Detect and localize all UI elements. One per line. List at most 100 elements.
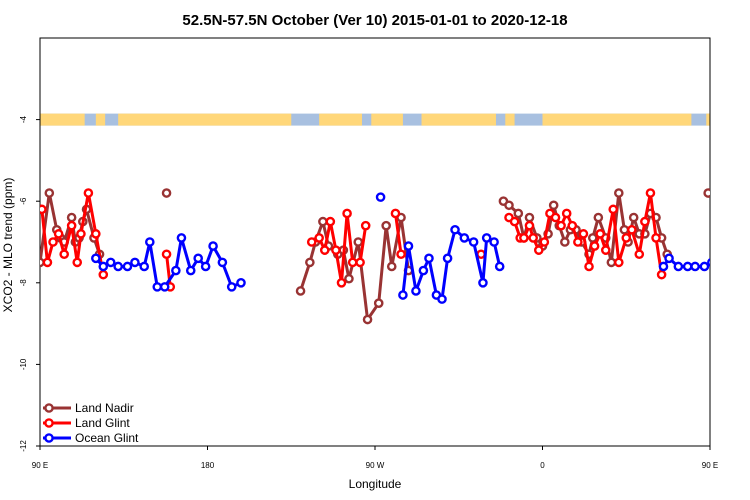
data-point	[550, 212, 561, 223]
data-point	[600, 245, 611, 255]
data-point	[295, 286, 306, 296]
data-point	[519, 233, 529, 243]
data-point	[48, 237, 58, 247]
y-tick-label: -4	[19, 115, 28, 123]
data-point	[353, 237, 364, 247]
x-tick-label: 90 E	[32, 461, 48, 470]
data-point	[208, 241, 218, 251]
data-point	[707, 257, 710, 267]
data-point	[561, 208, 572, 219]
data-point	[524, 212, 535, 223]
data-point	[703, 188, 710, 198]
data-point	[634, 249, 645, 260]
x-axis-label: Longitude	[349, 477, 402, 491]
data-point	[342, 208, 352, 219]
data-point	[712, 251, 719, 258]
data-point	[145, 237, 155, 247]
data-point	[44, 188, 55, 198]
data-point	[513, 208, 524, 219]
data-point	[325, 216, 336, 227]
x-axis: 90 E 180 90 W 0 90 E	[32, 446, 718, 470]
land-band	[505, 113, 515, 126]
data-point	[130, 257, 140, 268]
data-point	[608, 204, 619, 215]
data-point	[489, 237, 499, 247]
data-point	[161, 249, 172, 260]
data-point	[509, 216, 520, 227]
data-point	[42, 257, 53, 268]
data-point	[40, 204, 47, 215]
data-point	[424, 253, 434, 264]
data-point	[66, 220, 77, 231]
data-point	[386, 261, 397, 272]
data-point	[651, 233, 661, 243]
data-point	[645, 188, 656, 198]
data-point	[217, 257, 228, 268]
data-point	[584, 261, 594, 272]
data-point	[699, 261, 710, 272]
x-tick-label: 0	[540, 461, 545, 470]
series-ocean-glint	[91, 192, 732, 304]
data-point	[396, 249, 406, 260]
legend-label: Land Glint	[75, 416, 130, 430]
data-point	[481, 233, 492, 243]
land-band	[542, 113, 692, 126]
series-layer	[40, 188, 732, 325]
land-mask-strip	[40, 113, 710, 126]
data-point	[331, 245, 341, 255]
data-point	[40, 257, 45, 268]
data-point	[567, 220, 578, 231]
chart-title: 52.5N-57.5N October (Ver 10) 2015-01-01 …	[182, 12, 567, 29]
data-point	[725, 238, 732, 245]
data-point	[606, 257, 617, 268]
data-point	[236, 277, 246, 288]
legend-label: Ocean Glint	[75, 431, 139, 445]
data-point	[176, 233, 187, 243]
data-point	[355, 257, 365, 268]
data-point	[347, 257, 358, 268]
data-point	[560, 237, 570, 247]
data-point	[306, 237, 317, 247]
data-point	[573, 237, 583, 247]
data-point	[381, 220, 391, 231]
data-point	[533, 245, 544, 255]
data-point	[83, 188, 94, 198]
legend-label: Land Nadir	[75, 401, 134, 415]
data-point	[673, 261, 684, 272]
series-line	[716, 254, 720, 287]
data-point	[614, 188, 624, 198]
data-point	[72, 257, 83, 268]
legend-swatch-marker	[44, 403, 54, 413]
data-point	[319, 245, 330, 255]
data-point	[193, 253, 203, 264]
data-point	[314, 233, 324, 243]
x-tick-label: 90 W	[366, 461, 385, 470]
data-point	[53, 229, 64, 239]
data-point	[627, 224, 637, 235]
land-band	[95, 113, 106, 126]
land-band	[319, 113, 362, 126]
data-point	[66, 212, 77, 223]
data-point	[658, 261, 669, 272]
land-band	[706, 113, 710, 126]
data-point	[390, 208, 401, 219]
y-tick-label: -8	[19, 279, 28, 287]
data-point	[336, 277, 347, 288]
data-point	[619, 224, 630, 235]
land-band	[118, 113, 292, 126]
land-band	[40, 113, 85, 126]
data-point	[528, 233, 538, 243]
series-line	[508, 191, 664, 275]
data-point	[91, 253, 101, 264]
data-point	[621, 233, 632, 243]
data-point	[664, 253, 674, 264]
data-point	[161, 188, 172, 198]
data-point	[556, 220, 566, 231]
data-point	[305, 257, 315, 268]
data-point	[690, 261, 700, 272]
data-point	[589, 241, 600, 251]
data-point	[587, 233, 598, 243]
data-point	[682, 261, 693, 272]
y-tick-label: -10	[19, 358, 28, 370]
data-point	[628, 212, 639, 223]
